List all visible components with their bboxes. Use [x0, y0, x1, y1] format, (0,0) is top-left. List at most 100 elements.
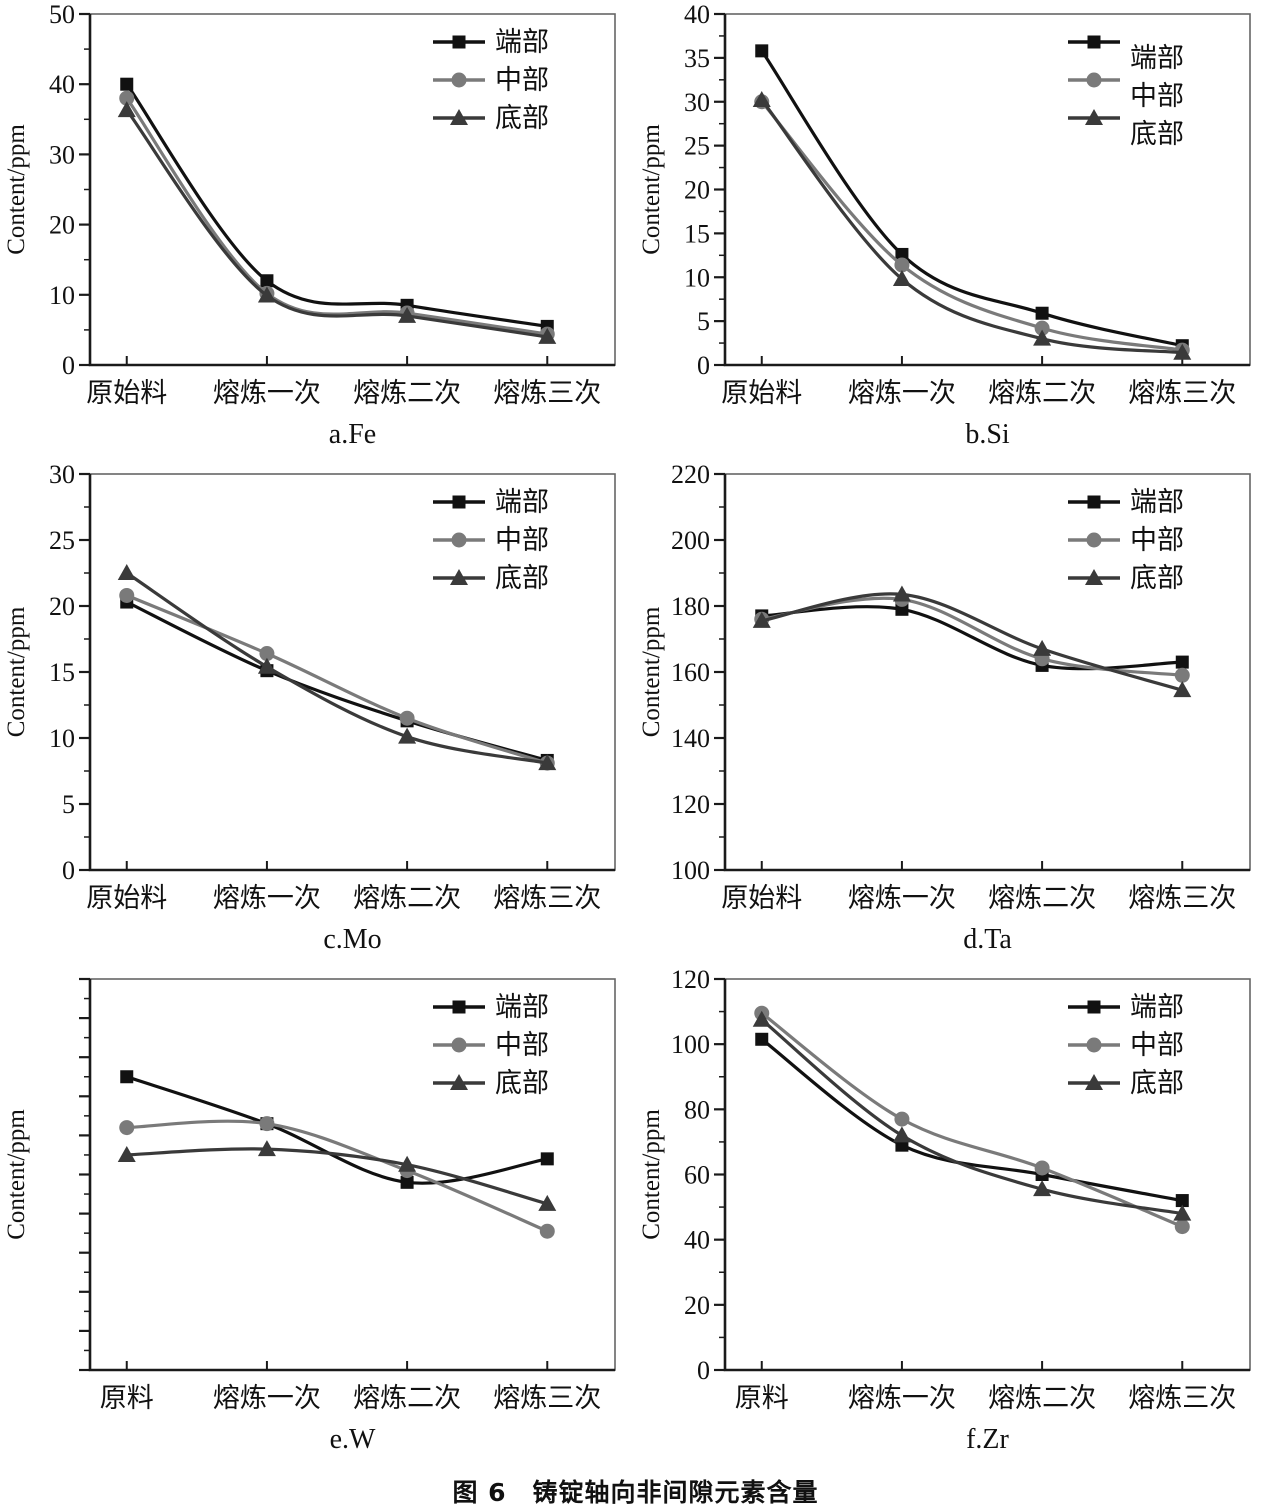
- legend-square-marker: [452, 35, 466, 49]
- y-tick-label: 10: [684, 263, 710, 292]
- panel-d-ta: 100 120 140 160 180 200 220 原始料 熔炼一次 熔炼二次 熔炼三次 Cont…: [635, 460, 1271, 965]
- triangle-marker: [117, 101, 136, 118]
- series-line-end: [760, 49, 1183, 348]
- y-tick-label: 20: [49, 592, 75, 621]
- series-bottom: [117, 101, 557, 344]
- x-axis: 原始料 熔炼一次 熔炼二次 熔炼三次: [721, 861, 1236, 913]
- x-axis: 原始料 熔炼一次 熔炼二次 熔炼三次: [86, 356, 601, 408]
- series-end: [120, 1070, 554, 1189]
- x-category-label: 熔炼二次: [353, 883, 461, 913]
- legend-label-end: 端部: [1130, 487, 1184, 517]
- triangle-marker: [398, 1155, 417, 1172]
- triangle-marker: [257, 657, 276, 674]
- y-tick-label: 120: [671, 965, 710, 994]
- legend-label-bottom: 底部: [1130, 119, 1184, 149]
- triangle-marker: [752, 1010, 771, 1027]
- triangle-marker: [538, 754, 557, 771]
- square-marker: [755, 1032, 769, 1046]
- series-line-middle: [760, 1011, 1183, 1229]
- x-axis: 原始料 熔炼一次 熔炼二次 熔炼三次: [721, 356, 1236, 408]
- legend-label-bottom: 底部: [1130, 1068, 1184, 1098]
- y-tick-label: 25: [49, 526, 75, 555]
- y-axis: 0 5 10 15 20 25 30 35 40: [684, 0, 725, 380]
- x-category-label: 熔炼二次: [988, 378, 1096, 408]
- x-category-label: 熔炼一次: [213, 378, 321, 408]
- panel-title: d.Ta: [963, 924, 1012, 955]
- y-tick-label: 20: [684, 176, 710, 205]
- triangle-marker: [538, 1194, 557, 1211]
- panel-e-w: 原料 熔炼一次 熔炼二次 熔炼三次 Content/ppm 端部 中部 底部 e.W: [0, 965, 635, 1465]
- legend-label-end: 端部: [1130, 43, 1184, 73]
- y-axis-title: Content/ppm: [3, 1109, 30, 1240]
- circle-marker: [119, 1120, 135, 1136]
- series-bottom: [117, 1140, 557, 1211]
- x-category-label: 熔炼一次: [848, 883, 956, 913]
- circle-marker: [259, 646, 275, 662]
- y-tick-label: 30: [49, 140, 75, 169]
- triangle-marker: [1033, 329, 1052, 346]
- y-tick-label: 35: [684, 44, 710, 73]
- y-tick-label: 30: [49, 460, 75, 489]
- x-category-label: 原始料: [721, 378, 802, 408]
- series-line-middle: [126, 593, 548, 765]
- legend-label-bottom: 底部: [495, 1068, 549, 1098]
- x-category-label: 熔炼一次: [848, 378, 956, 408]
- x-axis: 原料 熔炼一次 熔炼二次 熔炼三次: [100, 1361, 601, 1413]
- y-tick-label: 120: [671, 790, 710, 819]
- series-bottom: [752, 90, 1192, 360]
- triangle-marker: [1033, 1180, 1052, 1197]
- y-tick-label: 5: [697, 307, 710, 336]
- series-line-middle: [126, 1119, 548, 1233]
- y-tick-label: 80: [684, 1095, 710, 1124]
- y-tick-label: 60: [684, 1161, 710, 1190]
- y-tick-label: 40: [49, 70, 75, 99]
- y-axis-title: Content/ppm: [638, 124, 665, 255]
- y-tick-label: 140: [671, 724, 710, 753]
- series-line-end: [126, 600, 548, 762]
- legend-circle-marker: [451, 72, 467, 88]
- x-category-label: 原始料: [86, 378, 167, 408]
- legend-label-bottom: 底部: [495, 103, 549, 133]
- square-marker: [755, 44, 769, 58]
- legend-label-end: 端部: [495, 992, 549, 1022]
- legend-label-end: 端部: [495, 487, 549, 517]
- circle-marker: [1034, 320, 1050, 336]
- x-category-label: 原始料: [721, 883, 802, 913]
- x-category-label: 熔炼一次: [213, 1383, 321, 1413]
- x-category-label: 原料: [735, 1383, 789, 1413]
- chart-svg: 0 10 20 30 40 50 原始料 熔炼一次 熔炼二次 熔炼三次 Content/ppm 端部中…: [3, 0, 616, 450]
- triangle-marker: [257, 1140, 276, 1157]
- triangle-marker: [117, 564, 136, 580]
- x-axis: 原料 熔炼一次 熔炼二次 熔炼三次: [735, 1361, 1236, 1413]
- series-line-bottom: [126, 1147, 548, 1206]
- x-category-label: 熔炼二次: [988, 1383, 1096, 1413]
- legend-label-middle: 中部: [495, 525, 549, 555]
- panel-title: b.Si: [965, 419, 1010, 450]
- circle-marker: [1174, 667, 1190, 683]
- y-axis: 0 20 40 60 80 100 120: [671, 965, 725, 1385]
- x-category-label: 熔炼三次: [1128, 883, 1236, 913]
- y-tick-label: 180: [671, 592, 710, 621]
- square-marker: [1175, 655, 1189, 669]
- y-axis: [79, 977, 90, 1372]
- panel-c-mo: 0 5 10 15 20 25 30 原始料 熔炼一次 熔炼二次 熔炼三次 Content/ppm 端部…: [0, 460, 635, 965]
- series-end: [120, 77, 554, 333]
- x-category-label: 熔炼二次: [353, 1383, 461, 1413]
- panel-f-zr: 0 20 40 60 80 100 120 原料 熔炼一次 熔炼二次 熔炼三次 Content/ppm…: [635, 965, 1271, 1465]
- y-tick-label: 10: [49, 281, 75, 310]
- legend-square-marker: [1087, 495, 1101, 509]
- chart-svg: 0 5 10 15 20 25 30 35 40 原始料 熔炼一次 熔炼二次 熔炼三次 Content/p…: [638, 0, 1251, 450]
- series-line-bottom: [761, 592, 1183, 692]
- panel-title: a.Fe: [329, 419, 376, 450]
- legend-triangle-marker: [450, 109, 468, 125]
- series-bottom: [752, 1010, 1192, 1221]
- legend-label-middle: 中部: [495, 65, 549, 95]
- square-marker: [1035, 306, 1049, 320]
- y-tick-label: 30: [684, 88, 710, 117]
- series-bottom: [117, 564, 557, 771]
- y-tick-label: 10: [49, 724, 75, 753]
- legend-label-middle: 中部: [1130, 81, 1184, 111]
- x-category-label: 熔炼三次: [493, 883, 601, 913]
